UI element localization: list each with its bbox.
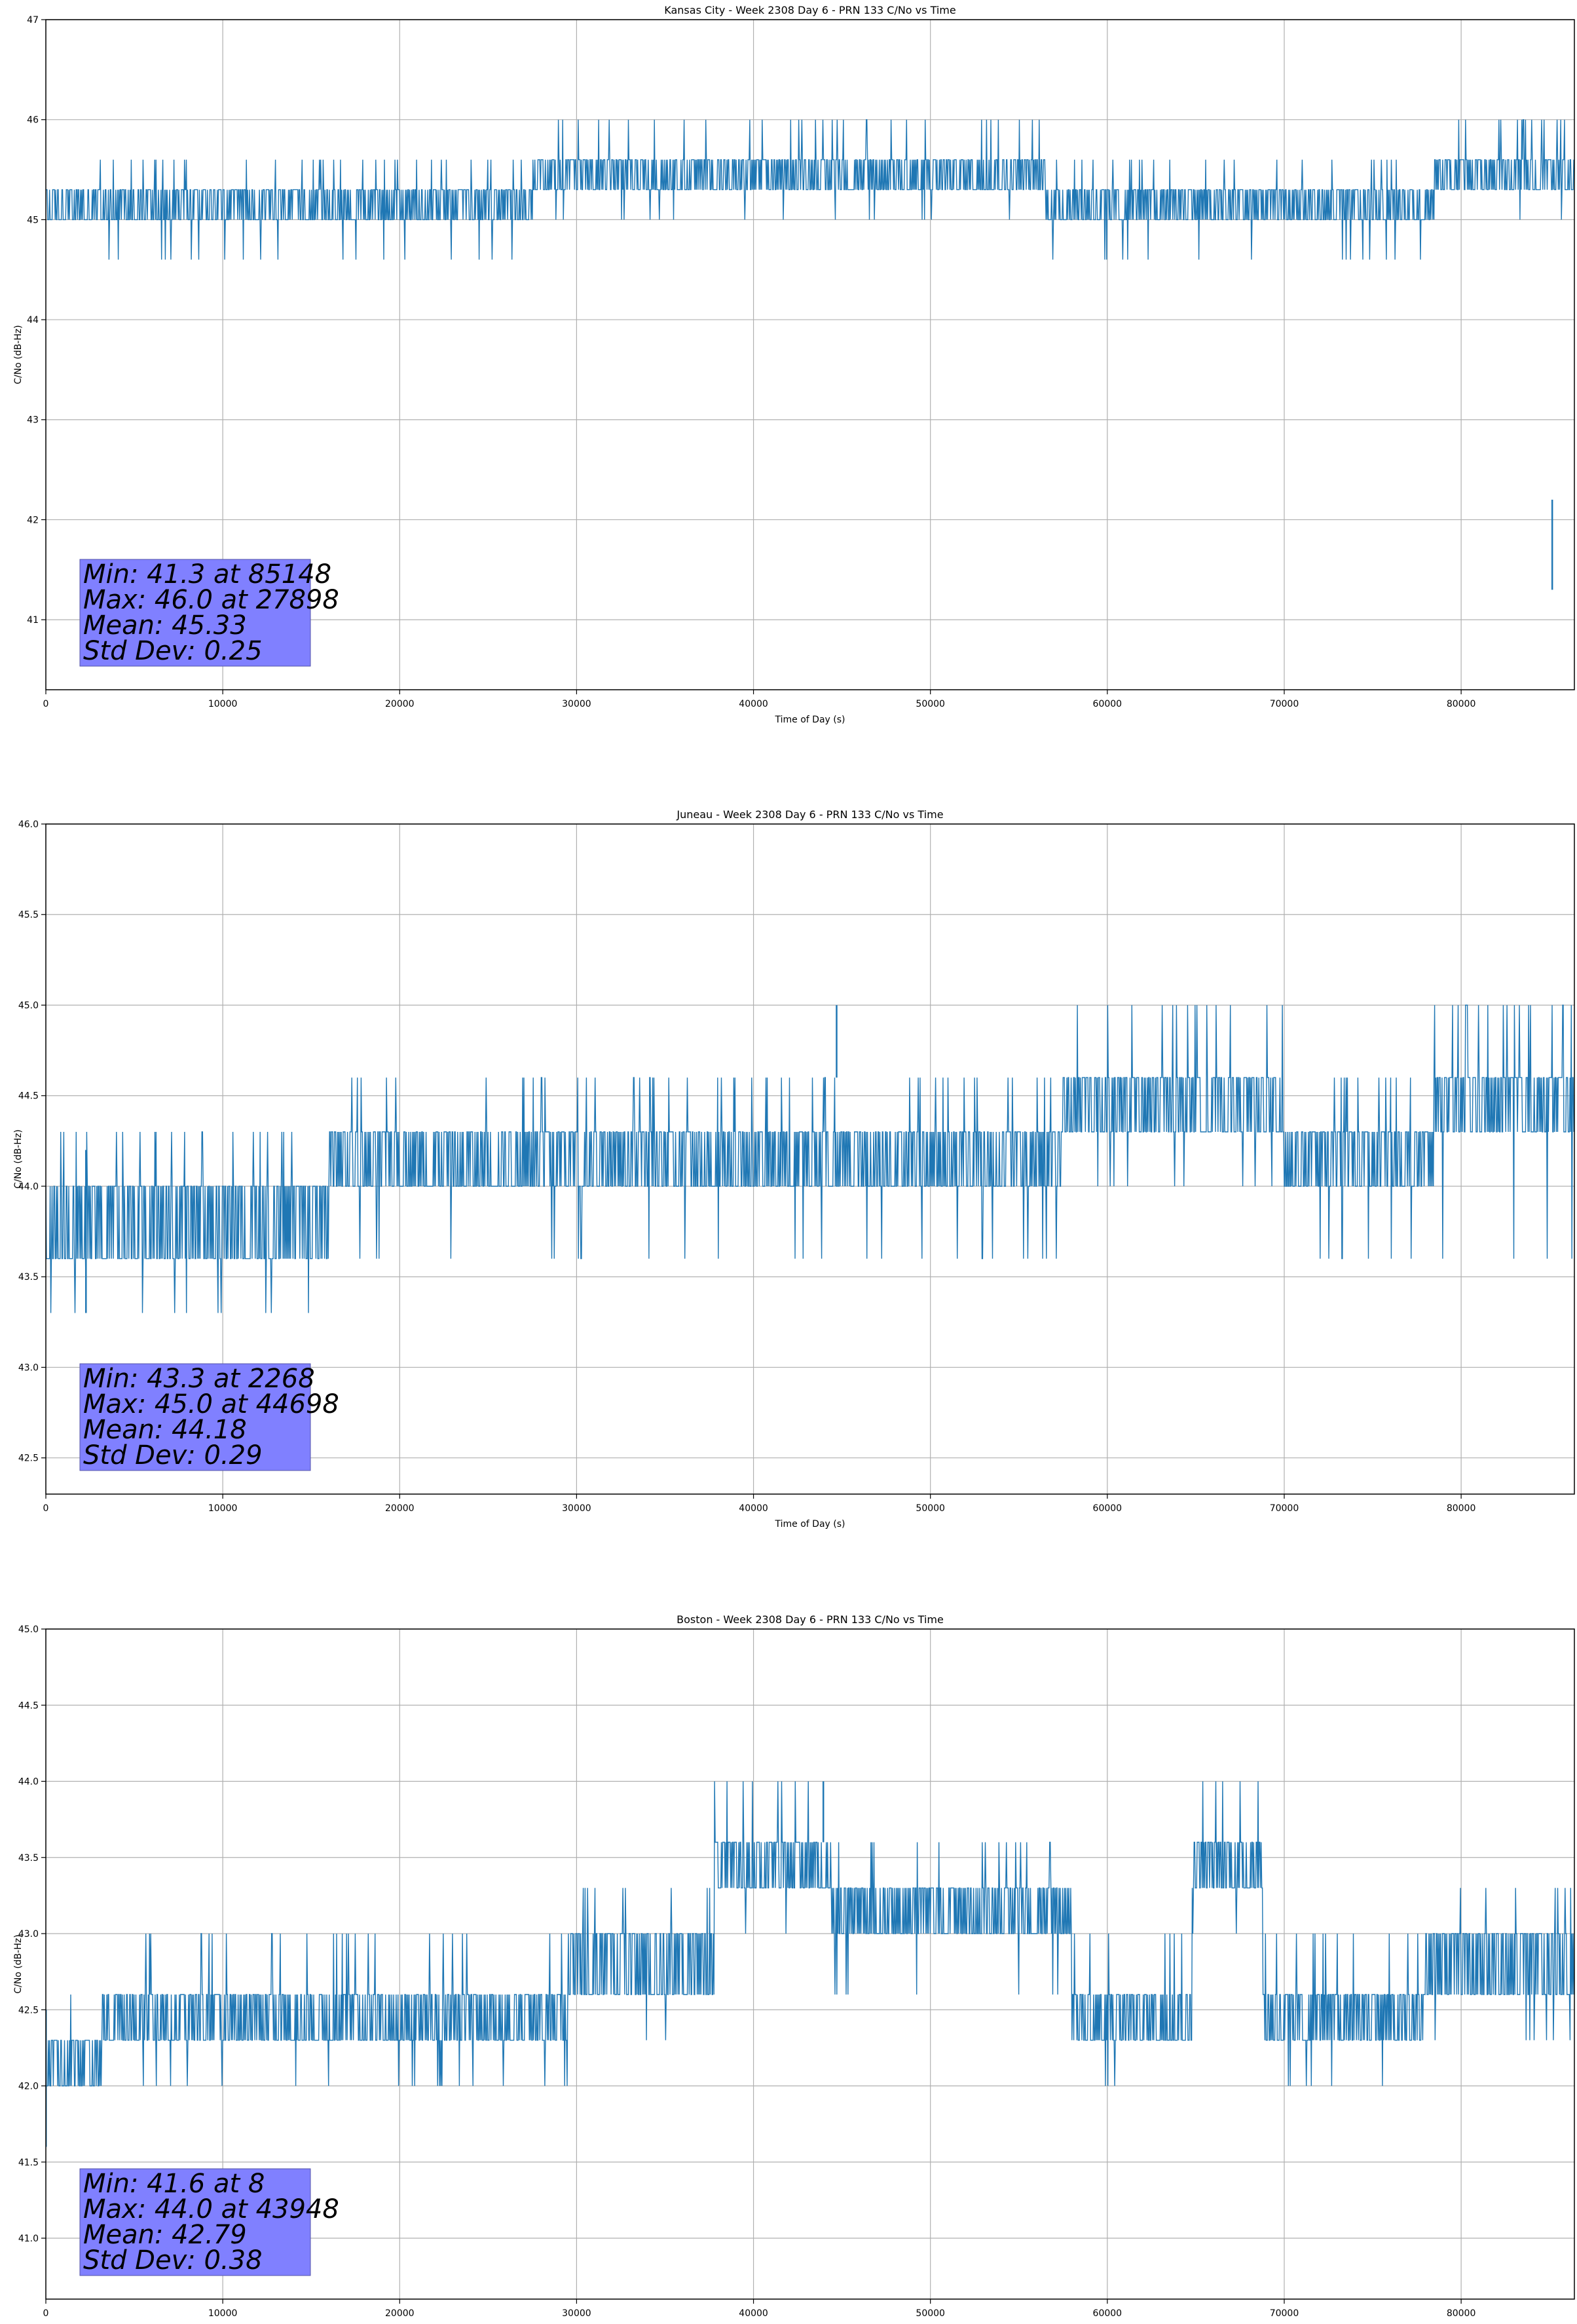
y-tick-label: 43.5 (18, 1272, 39, 1283)
y-tick-label: 46.0 (18, 819, 39, 830)
y-tick-label: 45.0 (18, 1000, 39, 1011)
y-axis-label: C/No (dB-Hz) (13, 325, 24, 384)
stats-min-text: Min: 43.3 at 2268 (83, 1364, 315, 1394)
y-tick-label: 42.5 (18, 2005, 39, 2015)
x-tick-label: 60000 (1093, 1503, 1122, 1514)
x-tick-label: 50000 (916, 699, 945, 709)
y-tick-label: 45 (27, 215, 39, 225)
x-tick-label: 60000 (1093, 699, 1122, 709)
chart-panel-2: 0 10000 20000 30000 40000 50000 60000 70000 8000… (13, 808, 1575, 1529)
x-tick-label: 50000 (916, 1503, 945, 1514)
x-tick-label: 30000 (562, 699, 591, 709)
x-tick-label: 70000 (1270, 1503, 1299, 1514)
stats-box (79, 2168, 311, 2276)
x-tick-label: 80000 (1447, 1503, 1476, 1514)
x-tick-label: 60000 (1093, 2308, 1122, 2319)
series-line (46, 119, 1574, 260)
x-tick-label: 10000 (208, 699, 238, 709)
stats-max-text: Max: 45.0 at 44698 (83, 1389, 339, 1419)
y-tick-label: 42.0 (18, 2082, 39, 2092)
stats-mean-text: Mean: 45.33 (83, 610, 247, 641)
y-axis-label: C/No (dB-Hz) (13, 1129, 24, 1188)
y-tick-label: 44.0 (18, 1777, 39, 1788)
y-tick-label: 42 (27, 515, 39, 525)
x-tick-label: 0 (43, 1503, 49, 1514)
x-axis-label: Time of Day (s) (775, 1519, 845, 1529)
y-tick-label: 47 (27, 15, 39, 26)
stats-min-text: Min: 41.3 at 85148 (83, 559, 331, 590)
y-tick-label: 43 (27, 415, 39, 426)
axes-frame (45, 823, 1575, 1495)
stats-max-text: Max: 44.0 at 43948 (83, 2194, 339, 2224)
y-tick-label: 43.0 (18, 1929, 39, 1940)
x-tick-label: 20000 (385, 1503, 415, 1514)
y-tick-label: 41.5 (18, 2158, 39, 2168)
chart-panel-3: 0 10000 20000 30000 40000 50000 60000 70000 8000… (13, 1613, 1575, 2319)
x-tick-label: 20000 (385, 699, 415, 709)
y-tick-label: 45.0 (18, 1624, 39, 1635)
y-tick-label: 44 (27, 315, 39, 326)
x-tick-label: 30000 (562, 1503, 591, 1514)
axes-frame (45, 19, 1575, 690)
y-tick-label: 41 (27, 615, 39, 626)
stats-std-text: Std Dev: 0.25 (83, 636, 263, 666)
series-line (46, 1004, 1574, 1313)
y-tick-label: 43.5 (18, 1853, 39, 1864)
chart-title: Juneau - Week 2308 Day 6 - PRN 133 C/No … (676, 808, 943, 821)
series-cno (46, 1781, 1574, 2147)
series-line (46, 1781, 1574, 2087)
x-tick-label: 10000 (208, 1503, 238, 1514)
x-tick-label: 40000 (739, 2308, 768, 2319)
x-tick-label: 0 (43, 2308, 49, 2319)
series-cno (46, 1004, 1574, 1313)
x-tick-label: 70000 (1270, 2308, 1299, 2319)
x-tick-label: 40000 (739, 699, 768, 709)
y-axis-label: C/No (dB-Hz) (13, 1934, 24, 1993)
y-tick-label: 44.5 (18, 1091, 39, 1102)
series-cno (46, 119, 1574, 590)
axes-frame (45, 1628, 1575, 2300)
stats-std-text: Std Dev: 0.38 (83, 2245, 263, 2276)
y-tick-label: 42.5 (18, 1453, 39, 1464)
x-tick-label: 50000 (916, 2308, 945, 2319)
y-tick-label: 44.0 (18, 1182, 39, 1192)
x-tick-label: 70000 (1270, 699, 1299, 709)
stats-max-text: Max: 46.0 at 27898 (83, 585, 339, 615)
stats-min-text: Min: 41.6 at 8 (83, 2169, 265, 2199)
x-tick-label: 0 (43, 699, 49, 709)
x-tick-label: 10000 (208, 2308, 238, 2319)
stats-mean-text: Mean: 42.79 (83, 2220, 247, 2250)
y-tick-label: 46 (27, 115, 39, 126)
y-tick-label: 41.0 (18, 2234, 39, 2244)
stats-box (79, 559, 311, 667)
y-tick-label: 44.5 (18, 1700, 39, 1711)
x-tick-label: 30000 (562, 2308, 591, 2319)
stats-box (79, 1363, 311, 1471)
y-tick-label: 45.5 (18, 910, 39, 920)
x-tick-label: 40000 (739, 1503, 768, 1514)
chart-title: Boston - Week 2308 Day 6 - PRN 133 C/No … (677, 1613, 944, 1626)
x-tick-label: 80000 (1447, 699, 1476, 709)
y-tick-label: 43.0 (18, 1362, 39, 1373)
x-tick-label: 20000 (385, 2308, 415, 2319)
chart-panel-1: 0 10000 20000 30000 40000 50000 60000 70000 8000… (13, 4, 1575, 725)
x-tick-label: 80000 (1447, 2308, 1476, 2319)
chart-title: Kansas City - Week 2308 Day 6 - PRN 133 … (664, 4, 955, 16)
stats-mean-text: Mean: 44.18 (83, 1415, 247, 1445)
x-axis-label: Time of Day (s) (775, 715, 845, 725)
stats-std-text: Std Dev: 0.29 (83, 1440, 263, 1471)
